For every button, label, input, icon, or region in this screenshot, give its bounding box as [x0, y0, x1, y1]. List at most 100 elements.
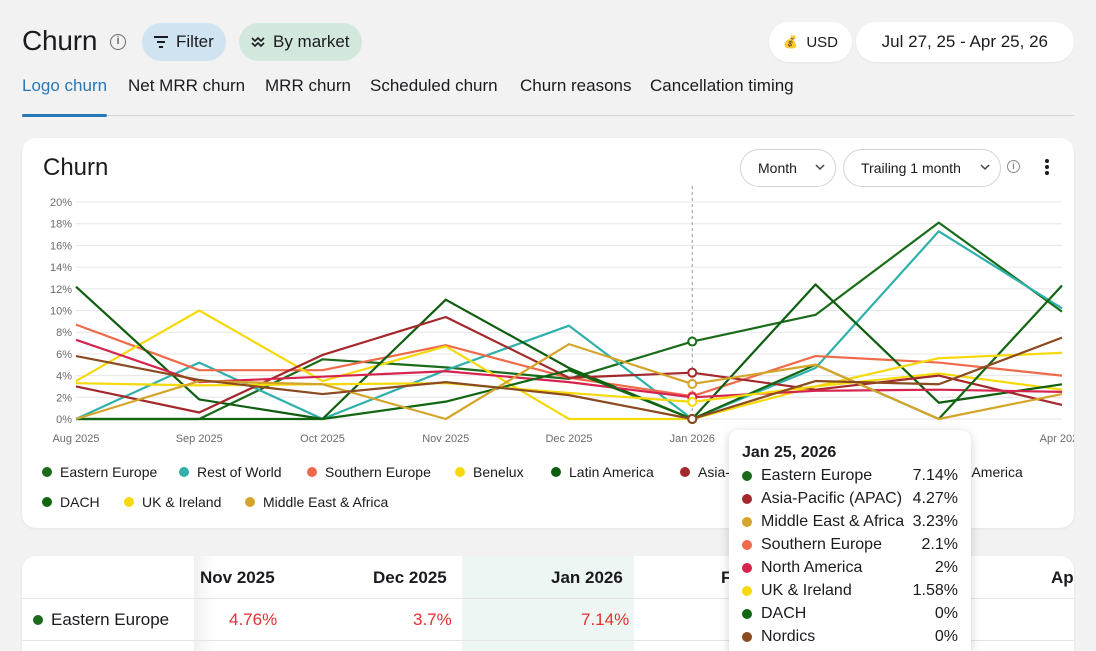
y-tick-label: 0%: [56, 414, 72, 426]
highlighted-column: [462, 556, 634, 651]
trailing-select[interactable]: Trailing 1 month: [843, 149, 1001, 187]
column-header-jan-2026[interactable]: Jan 2026: [551, 568, 623, 587]
tooltip-label: Middle East & Africa: [761, 513, 905, 530]
tooltip-color-dot: [742, 609, 752, 619]
legend-item[interactable]: Southern Europe: [307, 464, 431, 480]
legend-item[interactable]: Middle East & Africa: [245, 494, 388, 510]
x-tick-label: Dec 2025: [545, 433, 592, 445]
tooltip-color-dot: [742, 540, 752, 550]
column-header-apr-2026[interactable]: Ap: [1051, 568, 1074, 587]
market-icon: [251, 36, 265, 48]
table-cell: 7.14%: [581, 610, 630, 629]
trailing-select-value: Trailing 1 month: [861, 160, 961, 176]
tooltip-value: 0%: [934, 605, 958, 622]
legend-item[interactable]: Asia-: [680, 464, 730, 480]
column-header-dec-2025[interactable]: Dec 2025: [373, 568, 447, 587]
legend-label: Eastern Europe: [60, 464, 158, 480]
y-tick-label: 16%: [50, 240, 72, 252]
info-icon[interactable]: i: [110, 34, 126, 50]
header-divider: [22, 598, 1074, 599]
table-cell: 4.76%: [229, 610, 278, 629]
y-tick-label: 12%: [50, 284, 72, 296]
x-tick-label: Apr 2026: [1040, 433, 1074, 445]
column-header-feb-2026[interactable]: F: [721, 568, 732, 587]
tooltip-value: 1.58%: [912, 582, 958, 599]
tab-logo-churn[interactable]: Logo churn: [22, 76, 108, 95]
column-header-nov-2025[interactable]: Nov 2025: [200, 568, 275, 587]
tooltip-row: UK & Ireland 1.58%: [742, 580, 958, 602]
legend-item[interactable]: DACH: [42, 494, 100, 510]
tab-scheduled-churn[interactable]: Scheduled churn: [370, 76, 498, 95]
series-line: [75, 338, 1063, 399]
hover-point: [687, 378, 698, 389]
currency-label: USD: [806, 33, 838, 51]
page-header: Churn i Filter By market 💰 USD Jul 27, 2…: [22, 22, 1074, 62]
x-tick-label: Oct 2025: [300, 433, 345, 445]
legend-color-dot: [124, 497, 134, 507]
tooltip-label: North America: [761, 559, 863, 576]
filter-icon: [154, 36, 168, 48]
legend-color-dot: [680, 467, 690, 477]
tooltip-row: Southern Europe 2.1%: [742, 534, 958, 556]
legend-label: Rest of World: [197, 464, 282, 480]
legend-item[interactable]: Eastern Europe: [42, 464, 157, 480]
hover-point: [687, 396, 698, 407]
legend-label: Southern Europe: [325, 464, 431, 480]
chart-tooltip: Jan 25, 2026 Eastern Europe 7.14% Asia-Pac…: [729, 430, 971, 651]
legend-item[interactable]: Latin America: [551, 464, 654, 480]
tab-bar: Logo churn Net MRR churn MRR churn Sched…: [22, 72, 1074, 117]
table-row-label: Eastern Europe: [33, 610, 169, 630]
tooltip-label: Nordics: [761, 628, 816, 645]
tab-churn-reasons[interactable]: Churn reasons: [520, 76, 632, 95]
tooltip-color-dot: [742, 471, 752, 481]
series-line: [76, 284, 1063, 421]
legend-item[interactable]: UK & Ireland: [124, 494, 221, 510]
series-line: [75, 336, 1063, 421]
tooltip-row: Nordics 0%: [742, 626, 958, 648]
tooltip-row: North America 2%: [742, 557, 958, 579]
legend-item[interactable]: Benelux: [455, 464, 524, 480]
chart-card-title: Churn: [43, 154, 109, 181]
hover-point: [687, 414, 698, 424]
sticky-column-shadow: [194, 556, 214, 651]
tooltip-label: Asia-Pacific (APAC): [761, 490, 903, 507]
tab-mrr-churn[interactable]: MRR churn: [265, 76, 351, 95]
legend-label: Middle East & Africa: [263, 494, 389, 510]
y-tick-label: 10%: [50, 306, 72, 318]
legend-item[interactable]: Rest of World: [179, 464, 282, 480]
tooltip-value: 0%: [934, 628, 958, 645]
filter-button[interactable]: Filter: [142, 23, 226, 61]
by-market-button[interactable]: By market: [239, 23, 362, 61]
tooltip-value: 4.27%: [912, 490, 958, 507]
hover-point: [687, 367, 698, 378]
legend-color-dot: [42, 497, 52, 507]
legend-label: Asia-: [698, 464, 730, 480]
date-range-button[interactable]: Jul 27, 25 - Apr 25, 26: [855, 22, 1074, 62]
tooltip-color-dot: [742, 632, 752, 642]
tooltip-value: 2%: [934, 559, 958, 576]
chart-info-icon[interactable]: i: [1007, 160, 1020, 173]
tab-cancellation-timing[interactable]: Cancellation timing: [650, 76, 794, 95]
series-line: [75, 343, 1063, 421]
tooltip-row: Asia-Pacific (APAC) 4.27%: [742, 488, 958, 510]
tooltip-row: Middle East & Africa 3.23%: [742, 511, 958, 533]
legend-color-dot: [42, 467, 52, 477]
x-tick-label: Jan 2026: [670, 433, 715, 445]
legend-label: Benelux: [473, 464, 524, 480]
more-options-icon[interactable]: [1045, 159, 1049, 177]
currency-button[interactable]: 💰 USD: [769, 22, 852, 62]
hover-point: [687, 336, 698, 347]
tooltip-value: 3.23%: [912, 513, 958, 530]
series-line: [75, 315, 1063, 414]
money-bag-icon: 💰: [783, 35, 799, 49]
by-market-label: By market: [273, 32, 350, 51]
y-tick-label: 2%: [56, 392, 72, 404]
page-title: Churn: [22, 25, 98, 56]
legend-color-dot: [307, 467, 317, 477]
tooltip-title: Jan 25, 2026: [742, 444, 837, 461]
y-tick-label: 18%: [50, 219, 72, 231]
tab-net-mrr-churn[interactable]: Net MRR churn: [128, 76, 246, 95]
period-select[interactable]: Month: [740, 149, 836, 187]
x-tick-label: Sep 2025: [176, 433, 223, 445]
y-tick-label: 4%: [56, 371, 72, 383]
